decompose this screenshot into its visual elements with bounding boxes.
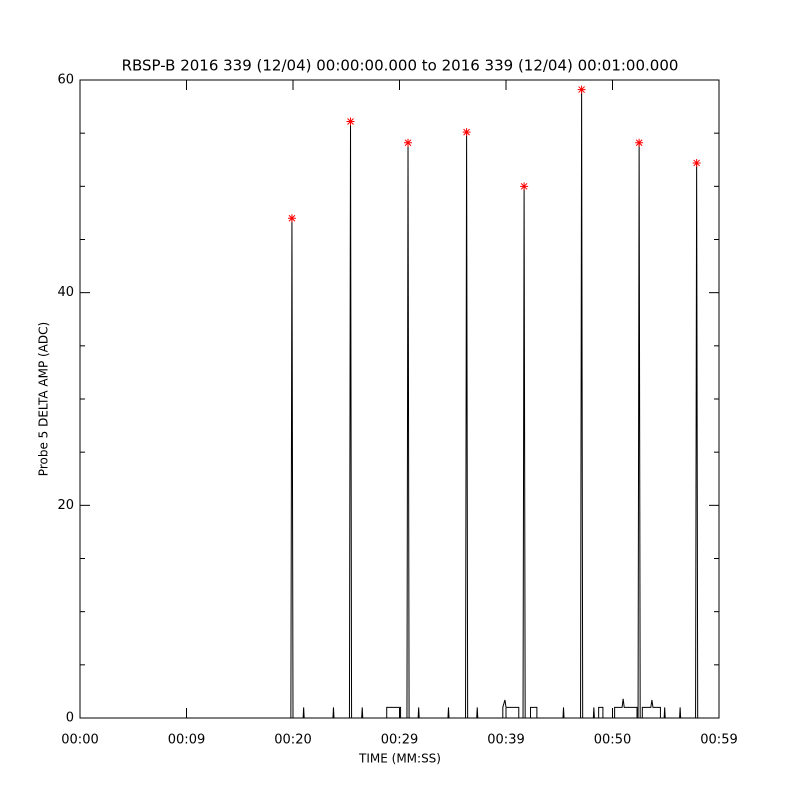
- x-tick-label: 00:09: [168, 733, 205, 748]
- x-tick-label: 00:59: [700, 733, 737, 748]
- y-tick-label: 0: [66, 711, 74, 726]
- y-tick-label: 60: [57, 73, 74, 88]
- y-tick-label: 40: [57, 285, 74, 300]
- y-tick-label: 20: [57, 498, 74, 513]
- peak-marker: [404, 138, 413, 147]
- peak-marker: [577, 85, 586, 94]
- data-line: [80, 89, 719, 719]
- x-tick-label: 00:29: [381, 733, 418, 748]
- chart-title: RBSP-B 2016 339 (12/04) 00:00:00.000 to …: [122, 57, 679, 75]
- peak-marker: [692, 158, 701, 167]
- peak-marker: [462, 128, 471, 137]
- x-tick-label: 00:39: [487, 733, 524, 748]
- peak-marker: [346, 117, 355, 126]
- x-tick-label: 00:50: [594, 733, 631, 748]
- x-tick-label: 00:00: [61, 733, 98, 748]
- peak-marker: [287, 214, 296, 223]
- x-axis-label: TIME (MM:SS): [358, 752, 441, 766]
- peak-marker: [635, 138, 644, 147]
- y-axis-label: Probe 5 DELTA AMP (ADC): [37, 322, 51, 476]
- peak-marker: [520, 182, 529, 191]
- x-tick-label: 00:20: [274, 733, 311, 748]
